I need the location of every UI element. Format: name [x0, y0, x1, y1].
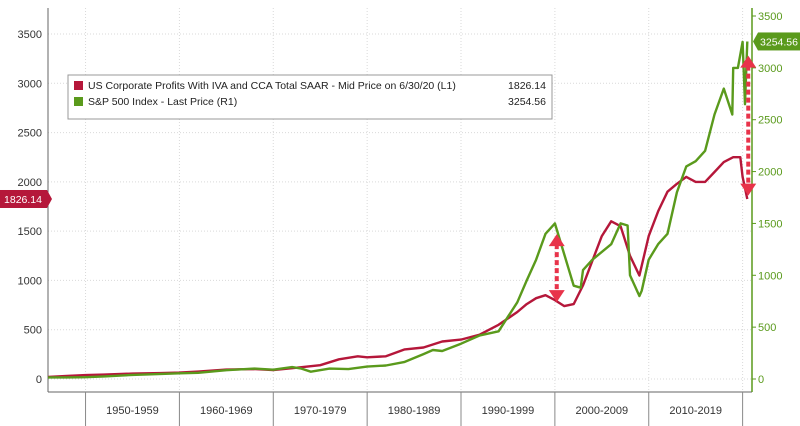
- legend-swatch: [74, 97, 83, 106]
- left-tick-label: 500: [24, 325, 42, 337]
- legend-box: [67, 74, 553, 120]
- left-tick-label: 3000: [18, 78, 42, 90]
- left-last-value-pointer: [47, 189, 52, 208]
- left-last-value-label: 1826.14: [4, 194, 42, 206]
- left-tick-label: 1500: [18, 226, 42, 238]
- right-last-value-pointer: [753, 32, 758, 51]
- annotation-arrowhead-down: [548, 290, 565, 303]
- x-tick-label: 1990-1999: [482, 405, 535, 417]
- right-y-axis: 0 500 1000 1500 2000 2500 3000 3500: [751, 8, 782, 392]
- sp500-line: [48, 40, 749, 379]
- legend-swatch: [74, 81, 83, 90]
- left-last-value-tag: [0, 189, 47, 208]
- x-tick-label: 1980-1989: [388, 405, 441, 417]
- right-tick-label: 2500: [758, 115, 782, 127]
- legend-label: US Corporate Profits With IVA and CCA To…: [88, 80, 456, 92]
- right-tick-label: 1000: [758, 270, 782, 282]
- x-tick-label: 2010-2019: [669, 405, 722, 417]
- right-tick-label: 3500: [758, 11, 782, 23]
- last-value-labels: 1826.14 3254.56: [0, 32, 800, 208]
- corporate-profits-line: [47, 155, 749, 379]
- annotation-arrowhead-down: [740, 183, 757, 196]
- x-tick-label: 1970-1979: [294, 405, 347, 417]
- right-last-value-tag: [758, 32, 800, 51]
- left-tick-label: 1000: [18, 275, 42, 287]
- right-last-value-label: 3254.56: [760, 36, 798, 48]
- legend-value: 3254.56: [508, 96, 546, 108]
- plot-area: [47, 40, 749, 379]
- x-axis: 1950-1959 1960-1969 1970-1979 1980-1989 1990…: [48, 391, 752, 426]
- right-tick-label: 2000: [758, 167, 782, 179]
- annotation-arrowhead-up: [740, 55, 757, 68]
- left-tick-label: 0: [36, 374, 42, 386]
- legend-label: S&P 500 Index - Last Price (R1): [88, 96, 237, 108]
- legend-value: 1826.14: [508, 80, 546, 92]
- annotation-arrowhead-up: [548, 234, 565, 247]
- right-tick-label: 3000: [758, 63, 782, 75]
- annotation-arrows: [548, 55, 757, 303]
- left-tick-label: 2500: [18, 128, 42, 140]
- x-tick-label: 2000-2009: [576, 405, 629, 417]
- left-tick-label: 2000: [18, 177, 42, 189]
- right-tick-label: 500: [758, 322, 776, 334]
- grid-lines: [48, 8, 752, 392]
- left-tick-label: 3500: [18, 29, 42, 41]
- legend: US Corporate Profits With IVA and CCA To…: [67, 74, 553, 120]
- x-tick-label: 1960-1969: [200, 405, 253, 417]
- right-tick-label: 1500: [758, 218, 782, 230]
- right-tick-label: 0: [758, 374, 764, 386]
- x-tick-label: 1950-1959: [106, 405, 159, 417]
